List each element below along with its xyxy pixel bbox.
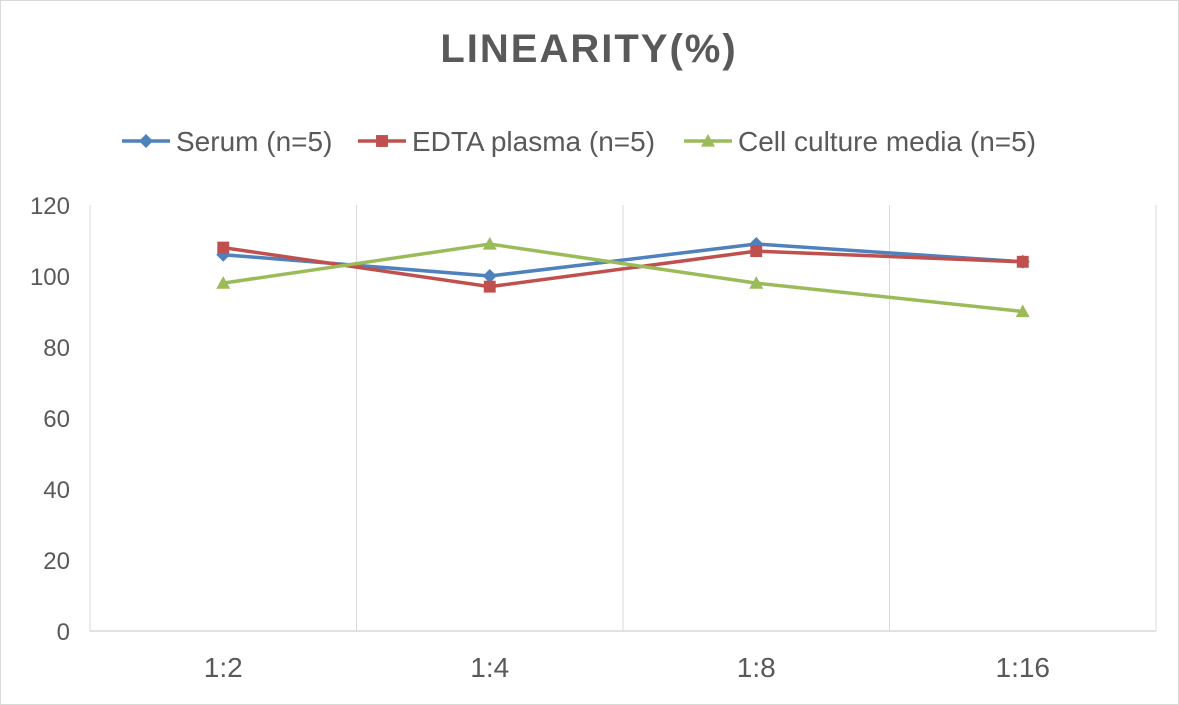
legend-marker xyxy=(139,134,153,148)
y-tick-label: 100 xyxy=(30,264,70,291)
y-tick-label: 20 xyxy=(43,548,70,575)
series-group xyxy=(216,237,1030,318)
legend-label: Serum (n=5) xyxy=(176,126,332,157)
y-tick-label: 80 xyxy=(43,335,70,362)
y-tick-label: 60 xyxy=(43,406,70,433)
series-line xyxy=(222,242,1023,314)
legend-item: EDTA plasma (n=5) xyxy=(358,126,655,157)
x-tick-label: 1:2 xyxy=(204,652,243,683)
y-axis-ticks: 0 20 40 60 80 100 120 xyxy=(30,193,70,646)
data-point xyxy=(749,276,764,289)
legend-item: Cell culture media (n=5) xyxy=(684,126,1036,157)
legend-label: Cell culture media (n=5) xyxy=(738,126,1036,157)
data-point xyxy=(482,269,497,283)
chart-title: LINEARITY(%) xyxy=(440,27,737,71)
y-tick-label: 40 xyxy=(43,477,70,504)
legend-item: Serum (n=5) xyxy=(122,126,332,157)
data-point xyxy=(482,237,497,250)
x-tick-label: 1:16 xyxy=(996,652,1051,683)
data-point xyxy=(483,280,496,293)
legend-marker xyxy=(701,134,715,147)
data-point xyxy=(216,276,231,289)
legend: Serum (n=5) EDTA plasma (n=5) Cell culture… xyxy=(122,126,1036,157)
y-tick-label: 0 xyxy=(57,619,70,646)
series-line xyxy=(223,242,1023,278)
data-point xyxy=(1016,255,1029,268)
data-point xyxy=(217,241,230,254)
x-tick-label: 1:4 xyxy=(470,652,509,683)
x-axis-ticks: 1:2 1:4 1:8 1:16 xyxy=(204,652,1050,683)
data-point xyxy=(750,245,763,258)
legend-marker xyxy=(376,135,388,147)
x-tick-label: 1:8 xyxy=(737,652,776,683)
series-line xyxy=(222,245,1023,289)
grid-lines xyxy=(89,205,1157,632)
y-tick-label: 120 xyxy=(30,193,70,220)
series-2 xyxy=(216,237,1030,318)
data-point xyxy=(1015,304,1030,318)
legend-label: EDTA plasma (n=5) xyxy=(412,126,655,157)
series-1 xyxy=(217,241,1029,293)
